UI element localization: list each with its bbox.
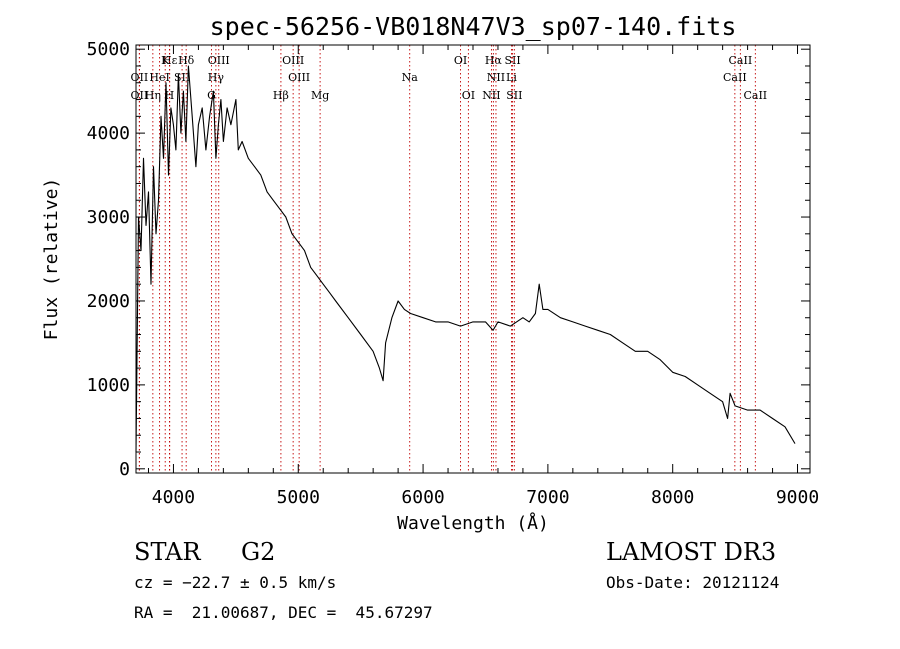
line-label-16: Li — [506, 71, 517, 84]
line-label-12: Hγ — [208, 71, 225, 84]
line-label-4: OIII — [282, 54, 304, 67]
line-label-27: CaII — [743, 89, 767, 102]
line-label-25: NII — [482, 89, 500, 102]
x-tick-label-5: 9000 — [776, 487, 819, 508]
line-label-24: OI — [462, 89, 475, 102]
line-label-23: Mg — [311, 89, 329, 102]
y-tick-label-2: 2000 — [87, 291, 130, 312]
line-label-15: NII — [487, 71, 505, 84]
line-label-7: SII — [504, 54, 520, 67]
line-label-18: OII — [131, 89, 149, 102]
line-label-5: OI — [454, 54, 467, 67]
survey-name: LAMOST DR3 — [606, 538, 777, 566]
x-axis-label: Wavelength (Å) — [397, 512, 549, 534]
spectrum-series-line — [135, 65, 796, 453]
x-tick-label-0: 4000 — [152, 487, 195, 508]
y-tick-label-4: 4000 — [87, 123, 130, 144]
y-tick-label-1: 1000 — [87, 375, 130, 396]
redshift-cz: cz = −22.7 ± 0.5 km/s — [134, 573, 337, 592]
line-label-20: H — [165, 89, 175, 102]
line-label-14: Na — [402, 71, 419, 84]
object-subclass: G2 — [241, 538, 276, 566]
x-tick-label-2: 6000 — [401, 487, 444, 508]
line-label-13: OIII — [288, 71, 310, 84]
chart-title: spec-56256-VB018N47V3_sp07-140.fits — [210, 12, 737, 41]
line-label-26: SII — [506, 89, 522, 102]
line-label-21: G — [207, 89, 216, 102]
line-label-6: Hα — [485, 54, 503, 67]
line-label-22: Hβ — [273, 89, 289, 102]
object-class: STAR — [134, 538, 201, 566]
line-label-17: CaII — [723, 71, 747, 84]
y-tick-label-3: 3000 — [87, 207, 130, 228]
x-tick-label-3: 7000 — [526, 487, 569, 508]
x-tick-label-4: 8000 — [651, 487, 694, 508]
line-label-19: Hη — [145, 89, 161, 102]
y-axis-label: Flux (relative) — [41, 178, 62, 341]
observation-date: Obs-Date: 20121124 — [606, 573, 780, 592]
line-label-10: HeI — [149, 71, 169, 84]
line-label-1: K — [161, 54, 170, 67]
y-tick-label-5: 5000 — [87, 39, 130, 60]
axes: 4000 5000 6000 7000 8000 9000 0 1000 2000 3000 400… — [87, 39, 820, 508]
y-tick-label-0: 0 — [119, 459, 130, 480]
x-tick-label-1: 5000 — [277, 487, 320, 508]
line-label-0: Hε — [162, 54, 178, 67]
line-label-8: CaII — [729, 54, 753, 67]
plot-frame — [135, 44, 811, 474]
coordinates: RA = 21.00687, DEC = 45.67297 — [134, 603, 433, 622]
line-label-3: OIII — [208, 54, 230, 67]
line-label-2: Hδ — [178, 54, 195, 67]
